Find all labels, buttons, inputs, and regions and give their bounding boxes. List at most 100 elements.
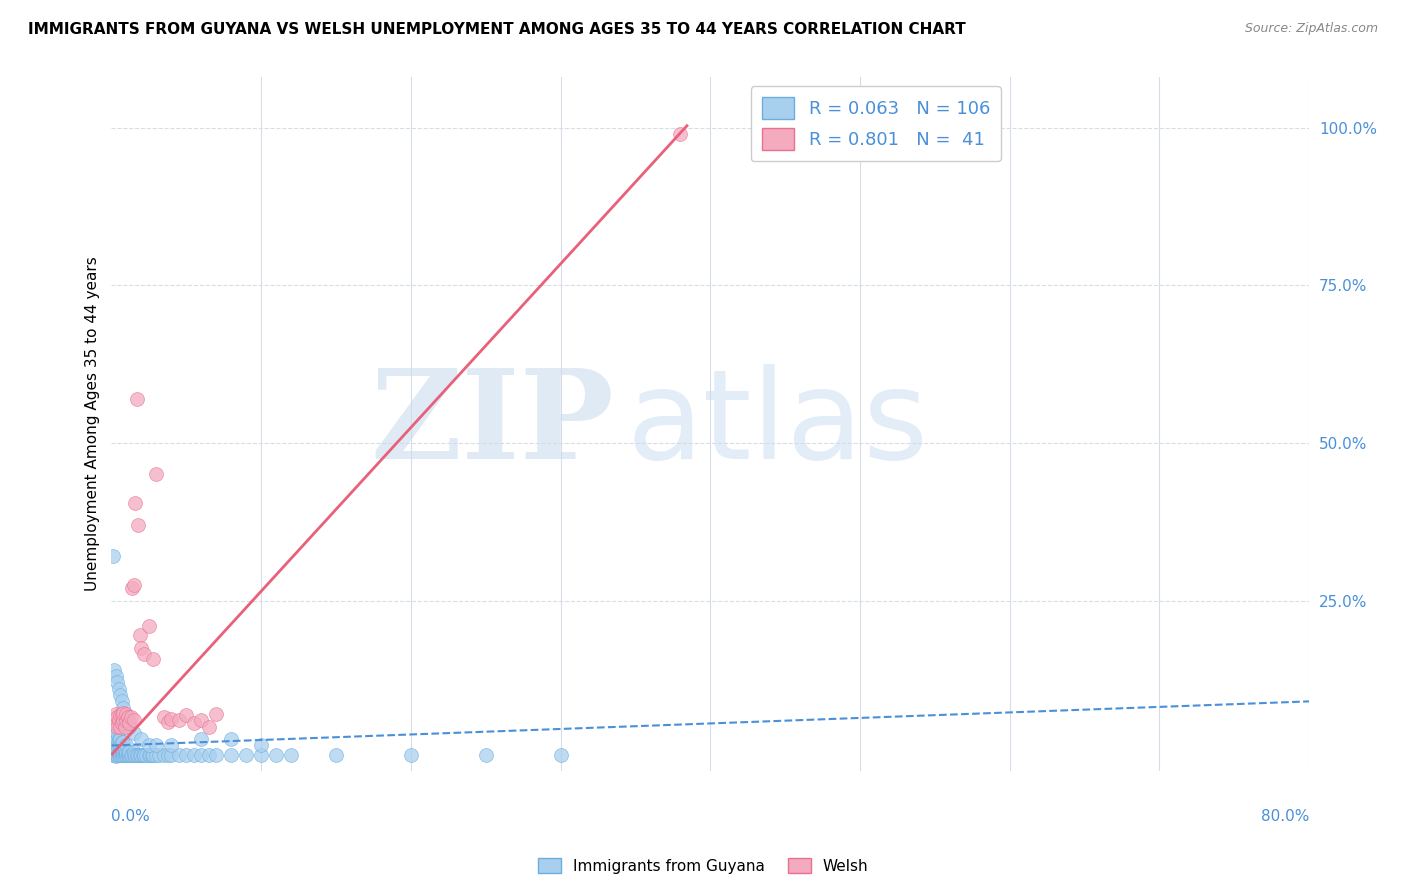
Point — [197, 747, 219, 762]
Point — [108, 720, 131, 734]
Point — [197, 720, 219, 734]
Point — [103, 713, 125, 727]
Legend: R = 0.063   N = 106, R = 0.801   N =  41: R = 0.063 N = 106, R = 0.801 N = 41 — [751, 87, 1001, 161]
Point — [550, 747, 572, 762]
Point — [114, 706, 136, 721]
Point — [131, 640, 153, 655]
Point — [183, 716, 205, 731]
Point — [110, 720, 132, 734]
Point — [104, 739, 127, 753]
Point — [139, 747, 162, 762]
Point — [190, 747, 212, 762]
Text: ZIP: ZIP — [371, 364, 614, 484]
Point — [157, 747, 180, 762]
Point — [104, 716, 127, 731]
Point — [122, 747, 145, 762]
Point — [114, 745, 136, 759]
Point — [160, 739, 183, 753]
Point — [112, 747, 135, 762]
Point — [142, 747, 165, 762]
Point — [127, 517, 149, 532]
Point — [132, 747, 155, 762]
Point — [112, 741, 135, 756]
Point — [111, 735, 134, 749]
Point — [103, 726, 125, 740]
Point — [105, 732, 128, 747]
Point — [103, 732, 125, 747]
Point — [104, 735, 127, 749]
Point — [111, 747, 134, 762]
Point — [111, 745, 134, 759]
Legend: Immigrants from Guyana, Welsh: Immigrants from Guyana, Welsh — [531, 852, 875, 880]
Point — [110, 739, 132, 753]
Point — [190, 713, 212, 727]
Point — [669, 127, 692, 141]
Point — [108, 739, 131, 753]
Y-axis label: Unemployment Among Ages 35 to 44 years: Unemployment Among Ages 35 to 44 years — [86, 257, 100, 591]
Text: 80.0%: 80.0% — [1261, 809, 1309, 824]
Point — [118, 716, 141, 731]
Point — [122, 713, 145, 727]
Point — [110, 745, 132, 759]
Point — [115, 706, 138, 721]
Point — [104, 706, 127, 721]
Point — [105, 675, 128, 690]
Point — [118, 747, 141, 762]
Point — [111, 741, 134, 756]
Point — [128, 628, 150, 642]
Point — [108, 747, 131, 762]
Point — [118, 720, 141, 734]
Text: Source: ZipAtlas.com: Source: ZipAtlas.com — [1244, 22, 1378, 36]
Point — [399, 747, 422, 762]
Point — [112, 700, 135, 714]
Point — [104, 729, 127, 743]
Point — [153, 710, 176, 724]
Point — [117, 710, 139, 724]
Point — [124, 496, 146, 510]
Point — [104, 669, 127, 683]
Point — [250, 739, 273, 753]
Point — [105, 747, 128, 762]
Point — [118, 745, 141, 759]
Point — [219, 747, 242, 762]
Point — [205, 747, 228, 762]
Point — [235, 747, 257, 762]
Point — [112, 745, 135, 759]
Point — [183, 747, 205, 762]
Point — [280, 747, 302, 762]
Point — [145, 747, 167, 762]
Point — [121, 581, 143, 595]
Point — [134, 647, 156, 661]
Point — [474, 747, 496, 762]
Point — [105, 726, 128, 740]
Point — [174, 708, 197, 723]
Point — [104, 749, 127, 764]
Point — [110, 688, 132, 702]
Point — [167, 713, 190, 727]
Text: IMMIGRANTS FROM GUYANA VS WELSH UNEMPLOYMENT AMONG AGES 35 TO 44 YEARS CORRELATI: IMMIGRANTS FROM GUYANA VS WELSH UNEMPLOY… — [28, 22, 966, 37]
Point — [114, 720, 136, 734]
Point — [264, 747, 287, 762]
Point — [104, 747, 127, 762]
Point — [134, 747, 156, 762]
Point — [128, 747, 150, 762]
Point — [110, 708, 132, 723]
Point — [167, 747, 190, 762]
Point — [105, 720, 128, 734]
Point — [101, 747, 124, 762]
Point — [111, 716, 134, 731]
Point — [250, 747, 273, 762]
Point — [120, 710, 142, 724]
Point — [219, 732, 242, 747]
Point — [138, 739, 160, 753]
Point — [174, 747, 197, 762]
Point — [124, 747, 146, 762]
Point — [145, 739, 167, 753]
Point — [122, 578, 145, 592]
Point — [127, 747, 149, 762]
Point — [142, 651, 165, 665]
Point — [115, 713, 138, 727]
Point — [108, 732, 131, 747]
Point — [101, 549, 124, 564]
Point — [101, 732, 124, 747]
